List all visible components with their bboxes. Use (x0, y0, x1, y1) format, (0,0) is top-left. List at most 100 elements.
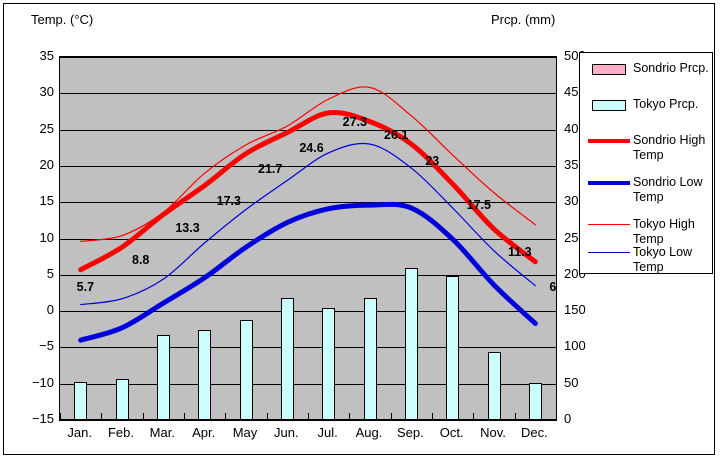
legend-line-sample (588, 252, 630, 253)
legend-label: Tokyo High Temp (633, 217, 695, 246)
x-axis-label: Apr. (192, 425, 216, 440)
right-axis-tick-label: 0 (564, 411, 572, 426)
data-point-label: 17.5 (466, 198, 491, 213)
left-axis-tick-label: 10 (39, 229, 54, 245)
precipitation-bar (198, 330, 211, 420)
legend-label: Sondrio High Temp (633, 133, 706, 162)
x-axis-tick (60, 413, 61, 420)
legend-swatch-icon (588, 61, 630, 77)
x-axis-tick (515, 413, 516, 420)
left-axis-tick-label: 0 (46, 302, 54, 318)
x-axis-tick (308, 413, 309, 420)
legend-color-swatch (592, 100, 626, 111)
data-point-label: 6.8 (549, 279, 556, 294)
x-axis-tick (225, 413, 226, 420)
legend-label: Sondrio Prcp. (633, 61, 709, 75)
data-point-label: 27.3 (342, 114, 367, 129)
plot-inner: 5.7 8.8 13.3 17.3 21.7 24.6 27.3 26.1 23 17.5 11.3… (60, 57, 556, 420)
temperature-line (80, 86, 536, 242)
x-axis-label: Mar. (149, 425, 175, 440)
chart-frame: Temp. (°C) Prcp. (mm) 35 30 25 20 15 10 5 0 −5 −1… (3, 3, 715, 455)
x-axis-tick (391, 413, 392, 420)
x-axis-tick (432, 413, 433, 420)
left-axis-tick-label: −10 (31, 374, 54, 390)
left-axis-tick-label: 20 (39, 156, 54, 172)
legend-line-sample (588, 224, 630, 225)
left-axis-tick-label: −15 (31, 411, 54, 426)
legend-line-icon (588, 217, 630, 233)
gridline (60, 347, 556, 348)
legend-label: Tokyo Low Temp (633, 245, 693, 274)
left-axis-tick-label: 30 (39, 84, 54, 100)
data-point-label: 8.8 (132, 253, 150, 268)
gridline (60, 384, 556, 385)
left-axis-tick-label: −5 (39, 338, 54, 354)
x-axis-tick (349, 413, 350, 420)
right-axis-title: Prcp. (mm) (491, 12, 556, 27)
data-point-label: 17.3 (216, 193, 241, 208)
x-axis-label: Nov. (480, 425, 506, 440)
legend-swatch-icon (588, 97, 630, 113)
x-axis-label: Jun. (274, 425, 299, 440)
precipitation-bar (240, 320, 253, 420)
gridline (60, 93, 556, 94)
x-axis-label: May (232, 425, 258, 440)
x-axis-label: Dec. (520, 425, 548, 440)
precipitation-bar (157, 335, 170, 420)
temperature-line (80, 142, 536, 306)
data-point-label: 13.3 (175, 220, 200, 235)
temperature-line (78, 201, 538, 343)
gridline (60, 57, 556, 58)
legend-item[interactable]: Sondrio Low Temp (580, 175, 714, 205)
legend-item[interactable]: Tokyo Prcp. (580, 97, 714, 113)
left-axis-tick-label: 25 (39, 120, 54, 136)
gridline (60, 202, 556, 203)
x-axis-tick (473, 413, 474, 420)
x-axis-label: Oct. (439, 425, 464, 440)
legend-item[interactable]: Tokyo High Temp (580, 217, 714, 247)
x-axis-label: Feb. (107, 425, 134, 440)
right-axis-tick-label: 50 (564, 374, 579, 390)
legend-line-icon (588, 175, 630, 191)
legend-item[interactable]: Sondrio High Temp (580, 133, 714, 163)
legend-line-icon (588, 245, 630, 261)
left-axis-tick-label: 15 (39, 193, 54, 209)
x-axis-label: Sep. (396, 425, 424, 440)
gridline (60, 311, 556, 312)
precipitation-bar (405, 268, 418, 420)
precipitation-bar (364, 298, 377, 420)
gridline (60, 239, 556, 240)
plot-area: 5.7 8.8 13.3 17.3 21.7 24.6 27.3 26.1 23 17.5 11.3… (59, 56, 557, 421)
precipitation-bar (74, 382, 87, 420)
legend-line-sample (588, 181, 630, 185)
legend-item[interactable]: Sondrio Prcp. (580, 61, 714, 77)
data-point-label: 26.1 (384, 127, 409, 142)
legend-color-swatch (592, 64, 626, 75)
data-point-label: 23 (425, 154, 440, 169)
x-axis-tick (267, 413, 268, 420)
legend-label: Tokyo Prcp. (633, 97, 699, 111)
precipitation-bar (322, 308, 335, 420)
legend-line-icon (588, 133, 630, 149)
x-axis-label: Jul. (317, 425, 338, 440)
x-axis-tick (143, 413, 144, 420)
x-axis-tick (184, 413, 185, 420)
x-axis-label: Jan. (67, 425, 92, 440)
precipitation-bar (488, 352, 501, 420)
legend-label: Sondrio Low Temp (633, 175, 703, 204)
legend-item[interactable]: Tokyo Low Temp (580, 245, 714, 275)
left-axis-tick-label: 5 (46, 265, 54, 281)
precipitation-bar (446, 276, 459, 420)
x-axis-tick (101, 413, 102, 420)
gridline (60, 130, 556, 131)
legend-line-sample (588, 139, 630, 143)
temperature-lines (78, 86, 538, 343)
x-axis-label: Aug. (355, 425, 383, 440)
data-point-label: 5.7 (76, 279, 95, 294)
left-axis-title: Temp. (°C) (31, 12, 94, 27)
temperature-line (78, 110, 538, 273)
precipitation-bar (529, 383, 542, 420)
gridline (60, 275, 556, 276)
gridline (60, 166, 556, 167)
